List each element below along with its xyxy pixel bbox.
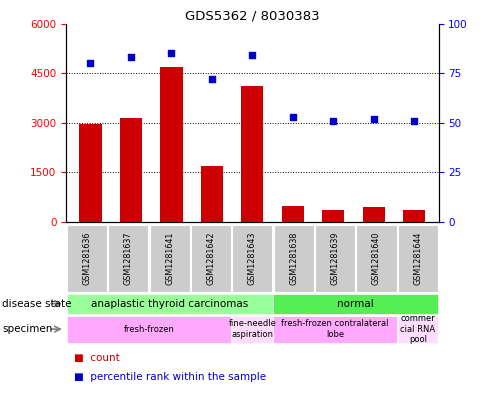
Point: [168, 50, 175, 57]
Text: anaplastic thyroid carcinomas: anaplastic thyroid carcinomas: [91, 299, 248, 309]
Bar: [108, 225, 148, 292]
Bar: [363, 207, 385, 222]
Text: commer
cial RNA
pool: commer cial RNA pool: [400, 314, 436, 344]
Point: [370, 116, 378, 122]
Point: [329, 118, 337, 124]
Bar: [149, 225, 190, 292]
Bar: [160, 66, 183, 222]
Text: disease state: disease state: [2, 299, 72, 309]
Bar: [398, 225, 438, 292]
Text: GSM1281636: GSM1281636: [82, 232, 91, 285]
Point: [410, 118, 418, 124]
Bar: [120, 118, 142, 222]
Bar: [322, 211, 344, 222]
Bar: [201, 166, 223, 222]
Bar: [79, 125, 101, 222]
Bar: [241, 86, 264, 222]
Title: GDS5362 / 8030383: GDS5362 / 8030383: [185, 9, 319, 22]
Bar: [356, 225, 396, 292]
Text: GSM1281640: GSM1281640: [372, 232, 381, 285]
Text: GSM1281644: GSM1281644: [414, 232, 422, 285]
Bar: [67, 225, 107, 292]
Bar: [232, 225, 272, 292]
Text: fine-needle
aspiration: fine-needle aspiration: [228, 320, 276, 339]
Text: GSM1281643: GSM1281643: [248, 232, 257, 285]
Point: [248, 52, 256, 59]
Bar: [403, 211, 425, 222]
Text: GSM1281639: GSM1281639: [331, 231, 340, 285]
Bar: [67, 294, 272, 314]
Text: ■  count: ■ count: [74, 353, 120, 363]
Text: GSM1281637: GSM1281637: [123, 231, 133, 285]
Bar: [397, 316, 438, 343]
Text: specimen: specimen: [2, 324, 53, 334]
Point: [208, 76, 216, 82]
Text: fresh-frozen: fresh-frozen: [123, 325, 174, 334]
Text: GSM1281638: GSM1281638: [289, 232, 298, 285]
Bar: [232, 316, 272, 343]
Text: GSM1281641: GSM1281641: [165, 232, 174, 285]
Text: GSM1281642: GSM1281642: [206, 231, 216, 285]
Bar: [315, 225, 355, 292]
Bar: [273, 294, 438, 314]
Text: normal: normal: [338, 299, 374, 309]
Bar: [282, 206, 304, 222]
Text: fresh-frozen contralateral
lobe: fresh-frozen contralateral lobe: [281, 320, 389, 339]
Bar: [273, 225, 314, 292]
Bar: [67, 316, 231, 343]
Bar: [273, 316, 397, 343]
Point: [87, 60, 95, 66]
Text: ■  percentile rank within the sample: ■ percentile rank within the sample: [74, 372, 266, 382]
Bar: [191, 225, 231, 292]
Point: [289, 114, 297, 120]
Point: [127, 54, 135, 61]
